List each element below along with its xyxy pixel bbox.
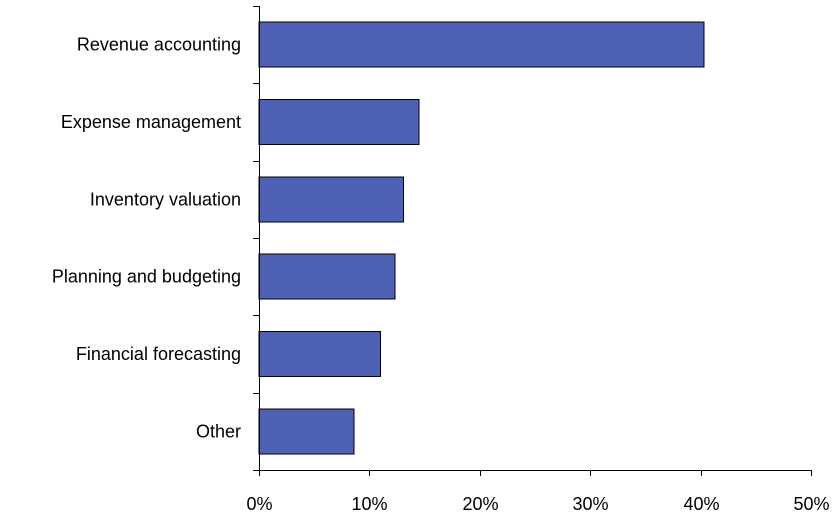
x-tick-label: 30% (572, 494, 608, 514)
category-label-revenue-accounting: Revenue accounting (77, 35, 241, 55)
labels-layer: Revenue accounting Expense management Inve… (52, 35, 830, 514)
category-label-financial-forecasting: Financial forecasting (76, 344, 241, 364)
bar-other (258, 408, 355, 455)
bar-expense-management (258, 99, 420, 145)
category-label-planning-and-budgeting: Planning and budgeting (52, 267, 241, 287)
x-tick-label: 50% (793, 494, 829, 514)
x-tick-label: 40% (683, 494, 719, 514)
category-label-inventory-valuation: Inventory valuation (90, 189, 241, 209)
bar-revenue-accounting (258, 21, 705, 68)
bar-planning-and-budgeting (258, 253, 396, 300)
bar-financial-forecasting (258, 331, 381, 378)
category-label-expense-management: Expense management (61, 112, 241, 132)
x-tick-label: 0% (246, 494, 272, 514)
axes-layer (253, 6, 812, 476)
bars-layer (258, 21, 705, 455)
x-tick-label: 10% (351, 494, 387, 514)
x-tick-label: 20% (462, 494, 498, 514)
bar-inventory-valuation (258, 176, 405, 223)
category-label-other: Other (196, 421, 241, 441)
